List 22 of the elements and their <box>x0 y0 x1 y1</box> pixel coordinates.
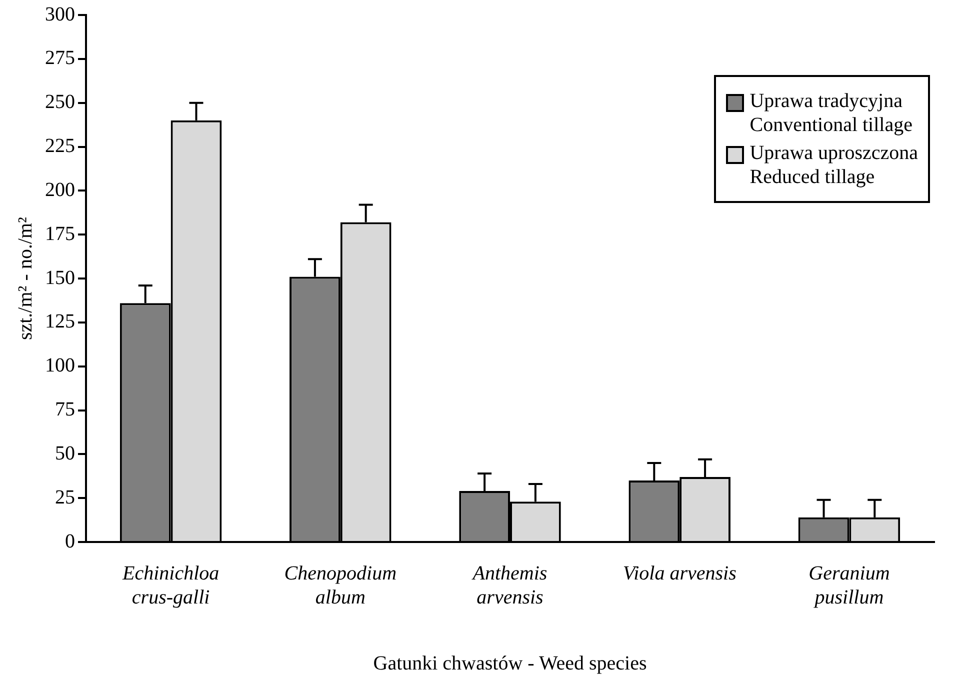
y-tick-label: 0 <box>65 530 75 552</box>
y-tick-label: 300 <box>45 3 75 26</box>
y-axis-title: szt./m² - no./m² <box>14 216 36 340</box>
x-axis-title: Gatunki chwastów - Weed species <box>373 652 647 674</box>
legend-label: Uprawa uproszczona Reduced tillage <box>750 141 918 189</box>
y-tick-label: 250 <box>45 91 75 114</box>
y-tick-label: 50 <box>55 442 75 464</box>
x-tick-label: Chenopodium album <box>284 562 397 608</box>
y-tick-label: 200 <box>45 178 75 201</box>
y-tick-label: 75 <box>55 398 75 420</box>
y-tick-label: 175 <box>45 222 75 245</box>
y-tick-label: 225 <box>45 135 75 157</box>
x-tick-label: Geranium pusillum <box>808 562 890 608</box>
x-tick-label: Viola arvensis <box>622 562 737 584</box>
y-tick-label: 150 <box>45 266 75 289</box>
y-tick-label: 25 <box>55 486 75 508</box>
legend-label: Uprawa tradycyjna Conventional tillage <box>750 89 912 137</box>
y-tick-label: 100 <box>45 354 75 377</box>
y-tick-label: 275 <box>45 47 75 70</box>
x-tick-label: Anthemis arvensis <box>470 562 548 608</box>
y-tick-label: 125 <box>45 310 75 333</box>
x-tick-label: Echinichloa crus-galli <box>121 562 220 608</box>
